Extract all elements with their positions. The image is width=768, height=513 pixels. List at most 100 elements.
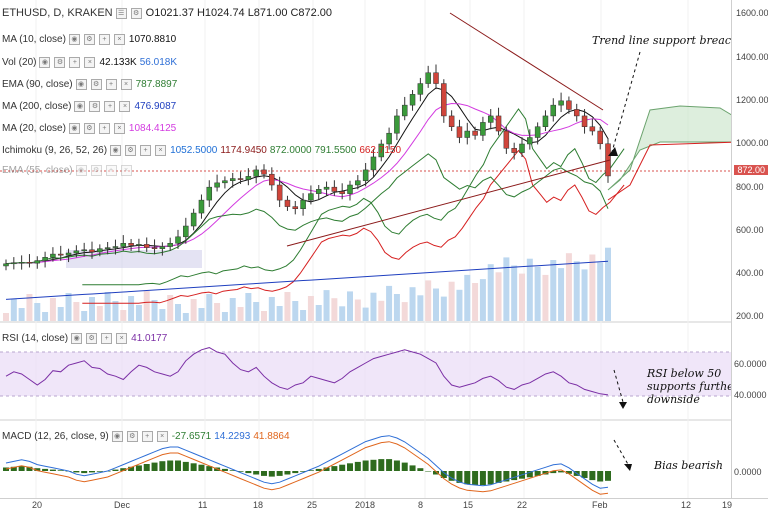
volume-bar — [589, 254, 596, 321]
indicator-label[interactable]: MA (200, close) — [2, 100, 72, 112]
volume-bar — [268, 297, 275, 321]
candle-body — [167, 243, 173, 247]
eye-icon[interactable]: ◉ — [111, 430, 123, 442]
candle-body — [89, 249, 95, 253]
volume-bar — [472, 283, 479, 321]
candle-body — [550, 104, 557, 117]
add-icon[interactable]: + — [104, 100, 116, 112]
macd-histogram-bar — [206, 466, 213, 471]
close-icon[interactable]: × — [113, 122, 125, 134]
eye-icon[interactable]: ◉ — [71, 332, 83, 344]
candle-body — [566, 100, 572, 110]
close-icon[interactable]: × — [155, 144, 167, 156]
volume-bar — [542, 274, 549, 321]
candle-body — [597, 130, 603, 145]
volume-bar — [597, 262, 604, 321]
add-icon[interactable]: + — [69, 56, 81, 68]
candle-body — [362, 169, 369, 181]
time-axis[interactable]: 20 Dec 11 18 25 2018 8 15 22 Feb 12 19 — [0, 498, 768, 513]
close-icon[interactable]: × — [156, 430, 168, 442]
close-icon[interactable]: × — [119, 100, 131, 112]
volume-bar — [479, 279, 486, 321]
macd-histogram-bar — [167, 460, 174, 471]
ema-90-line — [5, 153, 609, 265]
settings-icon[interactable]: ⚙ — [83, 33, 95, 45]
candle-body — [331, 186, 338, 192]
candle-body — [495, 115, 502, 132]
menu-icon[interactable]: ☰ — [115, 7, 127, 19]
close-icon[interactable]: × — [84, 56, 96, 68]
add-icon[interactable]: + — [140, 144, 152, 156]
candle-body — [448, 115, 455, 127]
add-icon[interactable]: + — [105, 78, 117, 90]
settings-icon[interactable]: ⚙ — [130, 7, 142, 19]
indicator-label[interactable]: EMA (55, close) — [2, 164, 73, 176]
settings-icon[interactable]: ⚙ — [90, 78, 102, 90]
eye-icon[interactable]: ◉ — [110, 144, 122, 156]
macd-histogram-bar — [135, 465, 142, 471]
volume-bar — [190, 299, 197, 321]
settings-icon[interactable]: ⚙ — [89, 100, 101, 112]
eye-icon[interactable]: ◉ — [68, 33, 80, 45]
eye-icon[interactable]: ◉ — [74, 100, 86, 112]
indicator-label[interactable]: Vol (20) — [2, 56, 37, 68]
rsi-annotation: RSI below 50 supports further downside — [647, 367, 739, 406]
indicator-value: 1070.8810 — [128, 33, 177, 45]
macd-histogram-bar — [253, 471, 260, 475]
macd-histogram-bar — [393, 460, 400, 471]
candle-body — [527, 137, 533, 145]
settings-icon[interactable]: ⚙ — [90, 164, 102, 176]
rsi-label[interactable]: RSI (14, close) — [2, 332, 69, 344]
trend-annotation: Trend line support breached — [592, 34, 752, 47]
add-icon[interactable]: + — [141, 430, 153, 442]
add-icon[interactable]: + — [98, 122, 110, 134]
eye-icon[interactable]: ◉ — [75, 164, 87, 176]
settings-icon[interactable]: ⚙ — [54, 56, 66, 68]
price-chart[interactable] — [0, 0, 732, 498]
settings-icon[interactable]: ⚙ — [125, 144, 137, 156]
macd-line — [5, 435, 609, 489]
indicator-label[interactable]: EMA (90, close) — [2, 78, 73, 90]
close-icon[interactable]: × — [113, 33, 125, 45]
indicator-label[interactable]: Ichimoku (9, 26, 52, 26) — [2, 144, 108, 156]
close-icon[interactable]: × — [116, 332, 128, 344]
close-icon[interactable]: × — [120, 164, 132, 176]
candle-body — [370, 156, 377, 171]
price-tick: 200.00 — [736, 311, 764, 321]
macd-histogram-bar — [3, 467, 9, 471]
settings-icon[interactable]: ⚙ — [86, 332, 98, 344]
settings-icon[interactable]: ⚙ — [126, 430, 138, 442]
eye-icon[interactable]: ◉ — [39, 56, 51, 68]
volume-bar — [315, 305, 322, 321]
macd-histogram-bar — [456, 471, 463, 483]
symbol-title[interactable]: ETHUSD, D, KRAKEN — [2, 7, 113, 19]
macd-histogram-bar — [495, 471, 502, 483]
volume-bar — [261, 311, 267, 321]
add-icon[interactable]: + — [101, 332, 113, 344]
volume-bar — [175, 304, 181, 321]
close-icon[interactable]: × — [120, 78, 132, 90]
candle-body — [401, 104, 408, 117]
macd-histogram-bar — [565, 471, 572, 474]
macd-histogram-bar — [386, 459, 393, 471]
indicator-legend-row: MA (200, close) ◉ ⚙ + × 476.9087 — [2, 98, 176, 114]
macd-histogram-bar — [464, 471, 471, 485]
volume-bar — [417, 295, 424, 321]
eye-icon[interactable]: ◉ — [75, 78, 87, 90]
volume-bar — [362, 307, 369, 321]
volume-bar — [401, 302, 408, 321]
macd-histogram-bar — [221, 468, 228, 471]
add-icon[interactable]: + — [105, 164, 117, 176]
macd-label[interactable]: MACD (12, 26, close, 9) — [2, 430, 109, 442]
indicator-label[interactable]: MA (20, close) — [2, 122, 66, 134]
settings-icon[interactable]: ⚙ — [83, 122, 95, 134]
candle-body — [394, 115, 400, 134]
price-axis[interactable]: 1600.00 1400.00 1200.00 1000.00 800.00 6… — [731, 0, 768, 498]
add-icon[interactable]: + — [98, 33, 110, 45]
ohlc-open: O1021.37 — [145, 7, 194, 19]
rsi-legend: RSI (14, close) ◉ ⚙ + × 41.0177 — [2, 330, 167, 346]
indicator-label[interactable]: MA (10, close) — [2, 33, 66, 45]
eye-icon[interactable]: ◉ — [68, 122, 80, 134]
macd-histogram-bar — [542, 471, 549, 475]
indicator-value: 1052.5000 — [170, 144, 218, 156]
